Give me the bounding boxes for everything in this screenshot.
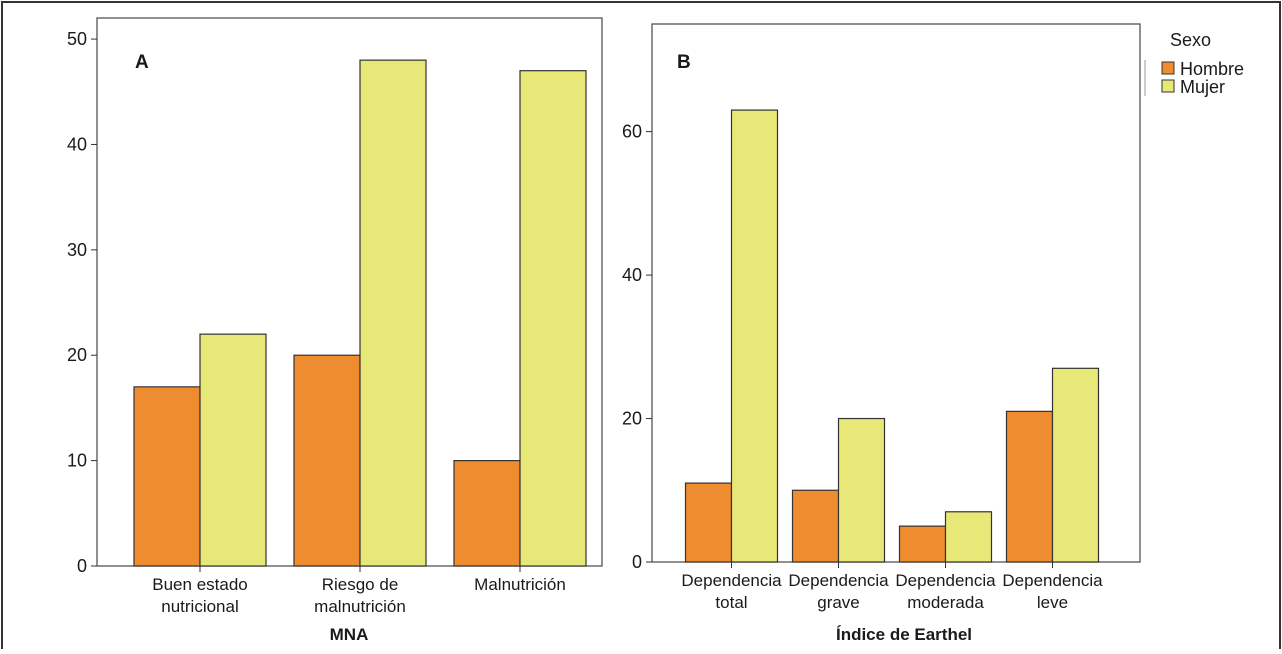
- bar-mujer: [359, 59, 427, 567]
- legend-swatch-mujer: [1161, 79, 1175, 93]
- panel-a: 0 10 20 30 40 50 Buen estado nutricional Riesgo …: [67, 17, 603, 644]
- y-tick-label: 20: [67, 345, 87, 365]
- x-tick-label: Dependencia: [1002, 571, 1103, 590]
- x-tick-label: Malnutrición: [474, 575, 566, 594]
- plot-frame: [651, 23, 1141, 563]
- legend-swatch-hombre: [1161, 61, 1175, 75]
- x-tick-label: moderada: [907, 593, 984, 612]
- legend-title: Sexo: [1170, 30, 1211, 50]
- y-tick-label: 0: [77, 556, 87, 576]
- x-tick-label: total: [715, 593, 747, 612]
- bar-mujer: [199, 333, 267, 567]
- y-tick-label: 40: [622, 265, 642, 285]
- x-axis-title: MNA: [330, 625, 369, 644]
- bar-mujer: [944, 511, 993, 563]
- bar-mujer: [519, 70, 587, 567]
- panel-letter: A: [135, 52, 149, 73]
- y-tick-label: 0: [632, 552, 642, 572]
- bar-hombre: [684, 482, 733, 563]
- x-tick-label: Riesgo de: [322, 575, 399, 594]
- x-tick-label: leve: [1037, 593, 1068, 612]
- bar-mujer: [730, 109, 779, 563]
- legend-label-mujer: Mujer: [1180, 77, 1225, 97]
- x-axis-title: Índice de Earthel: [836, 625, 972, 644]
- x-tick-label: Dependencia: [681, 571, 782, 590]
- y-tick-label: 50: [67, 29, 87, 49]
- bar-hombre: [791, 489, 840, 563]
- x-tick-label: malnutrición: [314, 597, 406, 616]
- y-tick-label: 40: [67, 134, 87, 154]
- bar-hombre: [133, 386, 201, 567]
- x-tick-label: Dependencia: [788, 571, 889, 590]
- x-tick-label: Dependencia: [895, 571, 996, 590]
- bar-hombre: [293, 354, 361, 567]
- bar-mujer: [1051, 367, 1100, 563]
- y-tick-label: 30: [67, 240, 87, 260]
- y-tick-label: 10: [67, 451, 87, 471]
- x-tick-label: nutricional: [161, 597, 239, 616]
- y-tick-label: 20: [622, 409, 642, 429]
- y-tick-label: 60: [622, 122, 642, 142]
- bar-hombre: [453, 460, 521, 567]
- panel-letter: B: [677, 52, 691, 73]
- bar-hombre: [898, 525, 947, 563]
- bar-mujer: [837, 417, 886, 563]
- x-tick-label: Buen estado: [152, 575, 247, 594]
- legend-label-hombre: Hombre: [1180, 59, 1244, 79]
- bar-hombre: [1005, 410, 1054, 563]
- legend: Sexo Hombre Mujer: [1144, 30, 1244, 97]
- panel-b: 0 20 40 60 Dependencia total Dependencia grave D…: [622, 23, 1141, 644]
- x-tick-label: grave: [817, 593, 860, 612]
